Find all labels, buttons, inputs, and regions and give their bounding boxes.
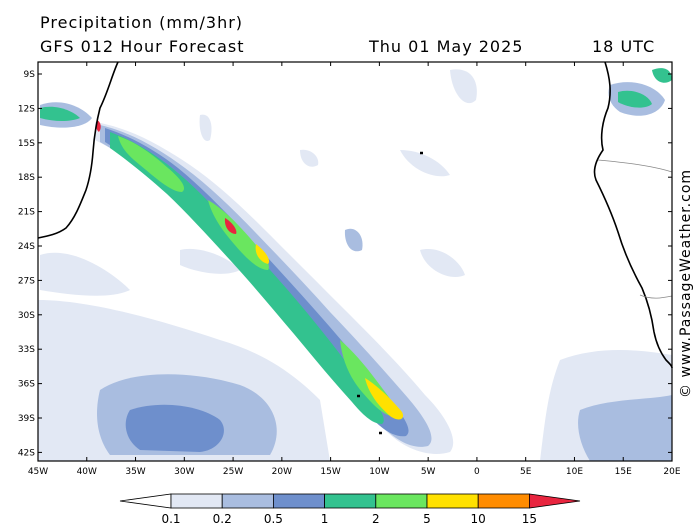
lon-tick-label: 10W: [369, 467, 389, 477]
map-frame: [37, 61, 673, 462]
legend-swatch: [426, 493, 479, 509]
legend-swatch: [119, 493, 172, 509]
lat-tick-label: 21S: [18, 208, 35, 218]
lon-tick-label: 25W: [223, 467, 243, 477]
forecast-label: GFS 012 Hour Forecast: [40, 37, 245, 56]
lon-tick-label: 5W: [421, 467, 436, 477]
lon-tick-label: 40W: [77, 467, 97, 477]
longitude-axis: 45W 40W 35W 30W 25W 20W 15W 10W 5W 0 5E 10E 15E 20E: [28, 62, 681, 477]
forecast-date: Thu 01 May 2025: [369, 37, 524, 56]
legend-label: 1: [321, 512, 329, 525]
lon-tick-label: 30W: [174, 467, 194, 477]
lat-tick-label: 9S: [24, 70, 36, 80]
legend-swatch: [272, 493, 325, 509]
lon-tick-label: 15W: [320, 467, 340, 477]
legend-swatch: [221, 493, 274, 509]
lat-tick-label: 27S: [18, 276, 35, 286]
legend-label: 0.1: [161, 512, 180, 525]
lon-tick-label: 5E: [520, 467, 532, 477]
lon-tick-label: 15E: [615, 467, 632, 477]
lon-tick-label: 10E: [566, 467, 583, 477]
lat-tick-label: 33S: [18, 345, 35, 355]
lat-tick-label: 18S: [18, 173, 35, 183]
lat-tick-label: 12S: [18, 104, 35, 114]
lon-tick-label: 0: [474, 467, 480, 477]
lon-tick-label: 35W: [125, 467, 145, 477]
lon-tick-label: 20E: [663, 467, 680, 477]
legend-swatch: [477, 493, 530, 509]
lat-tick-label: 30S: [18, 311, 35, 321]
legend-swatch: [529, 493, 581, 509]
lat-tick-label: 15S: [18, 139, 35, 149]
lat-tick-label: 42S: [18, 448, 35, 458]
legend-label: 0.2: [213, 512, 232, 525]
copyright-watermark: © www.PassageWeather.com: [678, 168, 694, 398]
legend-label: 0.5: [264, 512, 283, 525]
map-title: Precipitation (mm/3hr): [40, 13, 244, 32]
legend-label: 2: [372, 512, 380, 525]
legend-colorbar: 0.1 0.2 0.5 1 2 5 10 15: [119, 493, 581, 525]
legend-swatch: [324, 493, 377, 509]
legend-label: 10: [471, 512, 486, 525]
precipitation-field: [38, 68, 672, 461]
coastlines: [37, 61, 673, 435]
lon-tick-label: 20W: [272, 467, 292, 477]
legend-label: 5: [423, 512, 431, 525]
forecast-time: 18 UTC: [592, 37, 656, 56]
lat-tick-label: 39S: [18, 414, 35, 424]
legend-swatch: [375, 493, 428, 509]
lat-tick-label: 24S: [18, 242, 35, 252]
lat-tick-label: 36S: [18, 380, 35, 390]
lon-tick-label: 45W: [28, 467, 48, 477]
legend-label: 15: [522, 512, 537, 525]
latitude-axis: 9S 12S 15S 18S 21S 24S 27S 30S 33S 36S 39S 42S: [18, 70, 672, 458]
legend-swatch: [170, 493, 223, 509]
